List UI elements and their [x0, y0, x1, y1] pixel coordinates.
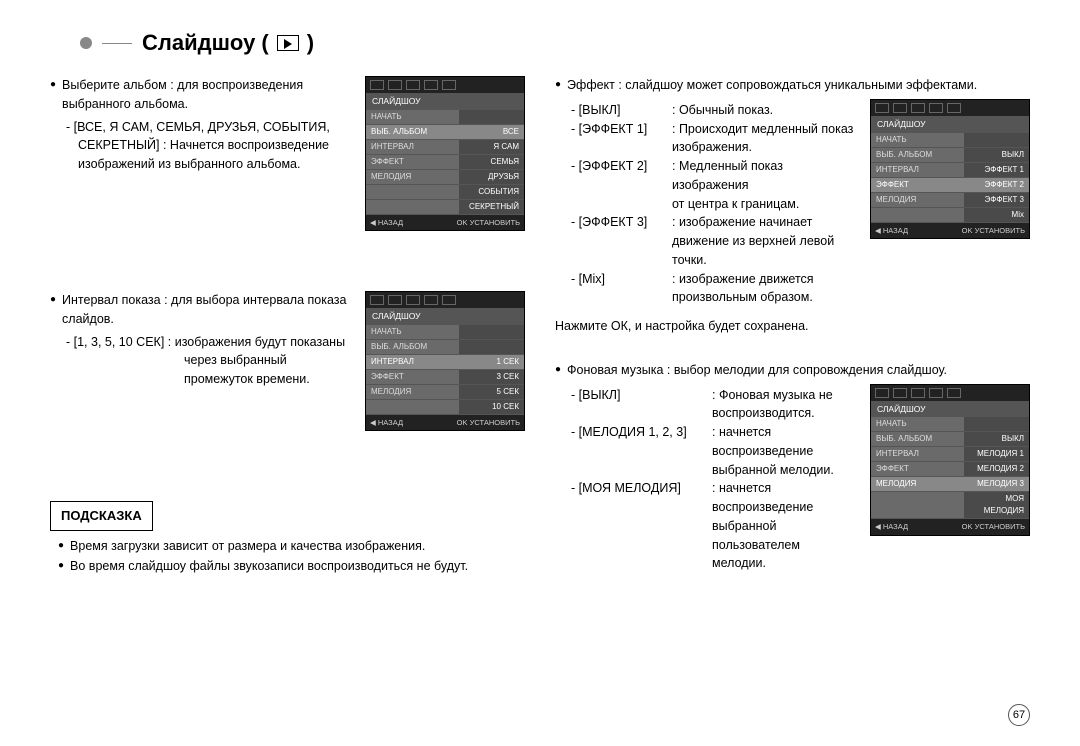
def-desc: : начнется воспроизведение: [712, 479, 855, 517]
menu-interval: СЛАЙДШОУНАЧАТЬ ВЫБ. АЛЬБОМ ИНТЕРВАЛ1 СЕК…: [365, 291, 525, 431]
def-desc: от центра к границам.: [672, 195, 799, 214]
hint-section: ПОДСКАЗКА ● Время загрузки зависит от ра…: [50, 501, 525, 576]
menu-album: СЛАЙДШОУНАЧАТЬ ВЫБ. АЛЬБОМВСЕИНТЕРВАЛЯ С…: [365, 76, 525, 231]
effect-defs: - [ВЫКЛ] : Обычный показ. - [ЭФФЕКТ 1] : Пр…: [571, 101, 855, 307]
left-column: ● Выберите альбом : для воспроизведения …: [50, 76, 525, 598]
definition-row: - [ВЫКЛ] : Фоновая музыка не: [571, 386, 855, 405]
menu-music: СЛАЙДШОУНАЧАТЬ ВЫБ. АЛЬБОМВЫКЛИНТЕРВАЛМЕ…: [870, 384, 1030, 536]
bullet-icon: ●: [555, 76, 561, 95]
def-desc: движение из верхней левой: [672, 232, 834, 251]
def-desc: выбранной пользователем: [712, 517, 855, 555]
hint-1: Время загрузки зависит от размера и каче…: [70, 537, 425, 556]
album-text: ● Выберите альбом : для воспроизведения …: [50, 76, 350, 174]
press-ok: Нажмите ОК, и настройка будет сохранена.: [555, 317, 1030, 336]
def-label: [571, 517, 706, 555]
bullet-icon: ●: [555, 361, 561, 380]
album-opt3: изображений из выбранного альбома.: [78, 155, 350, 174]
music-heading: Фоновая музыка : выбор мелодии для сопро…: [567, 361, 947, 380]
def-label: [571, 461, 706, 480]
definition-row: - [ЭФФЕКТ 3] : изображение начинает: [571, 213, 855, 232]
title-label: Слайдшоу (: [142, 30, 269, 56]
def-desc: : изображение начинает: [672, 213, 812, 232]
def-label: - [ЭФФЕКТ 2]: [571, 157, 666, 195]
definition-row: мелодии.: [571, 554, 855, 573]
def-label: [571, 195, 666, 214]
right-column: ● Эффект : слайдшоу может сопровождаться…: [555, 76, 1030, 598]
menu-effect: СЛАЙДШОУНАЧАТЬ ВЫБ. АЛЬБОМВЫКЛИНТЕРВАЛЭФ…: [870, 99, 1030, 239]
definition-row: - [ЭФФЕКТ 2]: Медленный показ изображени…: [571, 157, 855, 195]
def-desc: выбранной мелодии.: [712, 461, 834, 480]
def-desc: мелодии.: [712, 554, 766, 573]
definition-row: - [МОЯ МЕЛОДИЯ]: начнется воспроизведени…: [571, 479, 855, 517]
columns: ● Выберите альбом : для воспроизведения …: [50, 76, 1030, 598]
def-label: [571, 404, 706, 423]
def-label: - [ВЫКЛ]: [571, 101, 666, 120]
hint-2: Во время слайдшоу файлы звукозаписи восп…: [70, 557, 468, 576]
def-desc: : Фоновая музыка не: [712, 386, 833, 405]
def-desc: : Происходит медленный показ: [672, 120, 853, 139]
album-heading: Выберите альбом : для воспроизведения вы…: [62, 76, 350, 114]
effect-heading: Эффект : слайдшоу может сопровождаться у…: [567, 76, 977, 95]
definition-row: точки.: [571, 251, 855, 270]
def-label: - [ЭФФЕКТ 1]: [571, 120, 666, 139]
def-desc: : Обычный показ.: [672, 101, 773, 120]
def-label: [571, 554, 706, 573]
def-label: - [Mix]: [571, 270, 666, 308]
def-desc: : Медленный показ изображения: [672, 157, 855, 195]
definition-row: - [Mix]: изображение движется произвольн…: [571, 270, 855, 308]
definition-row: движение из верхней левой: [571, 232, 855, 251]
title-close: ): [307, 30, 314, 56]
interval-section: ● Интервал показа : для выбора интервала…: [50, 291, 525, 431]
bullet-icon: ●: [50, 76, 56, 114]
def-label: - [ВЫКЛ]: [571, 386, 706, 405]
bullet-icon: ●: [58, 557, 64, 576]
page-number: 67: [1008, 704, 1030, 726]
definition-row: выбранной пользователем: [571, 517, 855, 555]
interval-text: ● Интервал показа : для выбора интервала…: [50, 291, 350, 389]
bullet-icon: ●: [50, 291, 56, 329]
slideshow-icon: [277, 35, 299, 51]
def-desc: : изображение движется произвольным обра…: [672, 270, 855, 308]
def-desc: воспроизводится.: [712, 404, 815, 423]
bullet-icon: ●: [58, 537, 64, 556]
definition-row: от центра к границам.: [571, 195, 855, 214]
def-label: [571, 232, 666, 251]
title-bullet-icon: [80, 37, 92, 49]
definition-row: - [ВЫКЛ] : Обычный показ.: [571, 101, 855, 120]
album-opt1: - [ВСЕ, Я САМ, СЕМЬЯ, ДРУЗЬЯ, СОБЫТИЯ,: [66, 118, 350, 137]
definition-row: - [ЭФФЕКТ 1] : Происходит медленный показ: [571, 120, 855, 139]
def-label: [571, 138, 666, 157]
interval-opt1: - [1, 3, 5, 10 СЕК] : изображения будут …: [66, 333, 350, 352]
def-label: [571, 251, 666, 270]
def-desc: точки.: [672, 251, 707, 270]
album-opt2: СЕКРЕТНЫЙ] : Начнется воспроизведение: [78, 136, 350, 155]
title-text: Слайдшоу ( ): [142, 30, 314, 56]
interval-opt2: через выбранный: [184, 351, 350, 370]
definition-row: воспроизводится.: [571, 404, 855, 423]
title-line-icon: [102, 43, 132, 44]
def-label: - [МОЯ МЕЛОДИЯ]: [571, 479, 706, 517]
music-defs: - [ВЫКЛ] : Фоновая музыка не воспроизводи…: [571, 386, 855, 574]
def-label: - [ЭФФЕКТ 3]: [571, 213, 666, 232]
def-desc: изображения.: [672, 138, 752, 157]
interval-heading: Интервал показа : для выбора интервала п…: [62, 291, 350, 329]
definition-row: выбранной мелодии.: [571, 461, 855, 480]
definition-row: изображения.: [571, 138, 855, 157]
page-title: Слайдшоу ( ): [80, 30, 1030, 56]
music-section: ● Фоновая музыка : выбор мелодии для соп…: [555, 361, 1030, 573]
def-desc: : начнется воспроизведение: [712, 423, 855, 461]
album-section: ● Выберите альбом : для воспроизведения …: [50, 76, 525, 231]
definition-row: - [МЕЛОДИЯ 1, 2, 3]: начнется воспроизве…: [571, 423, 855, 461]
hint-title: ПОДСКАЗКА: [50, 501, 153, 531]
effect-section: ● Эффект : слайдшоу может сопровождаться…: [555, 76, 1030, 336]
def-label: - [МЕЛОДИЯ 1, 2, 3]: [571, 423, 706, 461]
interval-opt3: промежуток времени.: [184, 370, 350, 389]
